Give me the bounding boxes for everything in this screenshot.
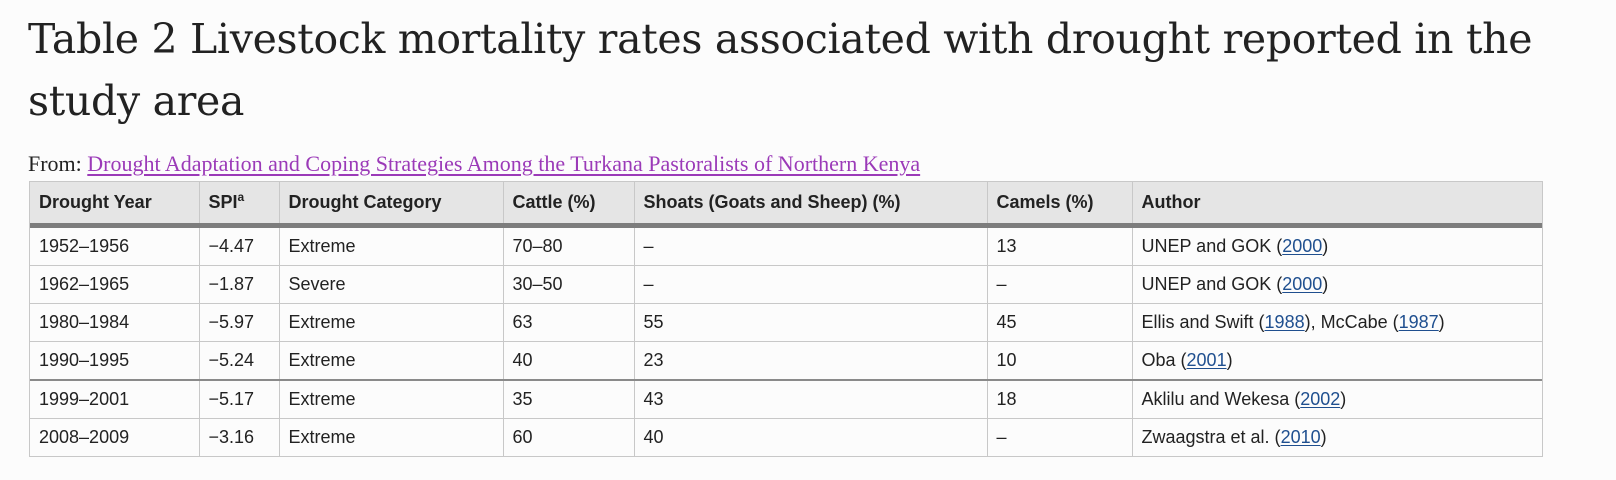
cell-author: Zwaagstra et al. (2010) bbox=[1132, 418, 1542, 456]
author-text: Zwaagstra et al. ( bbox=[1141, 427, 1281, 447]
cell-spi: −5.97 bbox=[199, 303, 280, 342]
source-line: From: Drought Adaptation and Coping Stra… bbox=[28, 150, 920, 178]
cell-drought-year: 1990–1995 bbox=[30, 341, 200, 381]
author-text: Aklilu and Wekesa ( bbox=[1141, 389, 1301, 409]
cell-drought-category: Extreme bbox=[279, 225, 504, 266]
table-row: 1990–1995 −5.24 Extreme 40 23 10 Oba (20… bbox=[30, 341, 1542, 381]
cell-shoats: 40 bbox=[634, 418, 988, 456]
author-text: UNEP and GOK ( bbox=[1141, 236, 1283, 256]
cell-shoats: 43 bbox=[634, 379, 988, 419]
citation-link[interactable]: 1988 bbox=[1264, 312, 1305, 332]
spi-label: SPI bbox=[208, 192, 238, 212]
mortality-table: Drought Year SPIa Drought Category Cattl… bbox=[30, 182, 1542, 456]
column-header-spi: SPIa bbox=[199, 182, 280, 228]
source-article-link[interactable]: Drought Adaptation and Coping Strategies… bbox=[87, 151, 921, 176]
table-row: 1962–1965 −1.87 Severe 30–50 – – UNEP an… bbox=[30, 265, 1542, 304]
table-row: 1999–2001 −5.17 Extreme 35 43 18 Aklilu … bbox=[30, 379, 1542, 419]
cell-author: UNEP and GOK (2000) bbox=[1132, 265, 1542, 304]
cell-spi: −5.24 bbox=[199, 341, 280, 381]
column-header-author: Author bbox=[1132, 182, 1542, 228]
author-text: Ellis and Swift ( bbox=[1141, 312, 1265, 332]
author-text: ) bbox=[1322, 236, 1329, 256]
cell-cattle: 60 bbox=[503, 418, 635, 456]
column-header-drought-year: Drought Year bbox=[30, 182, 200, 228]
cell-spi: −4.47 bbox=[199, 225, 280, 266]
cell-cattle: 30–50 bbox=[503, 265, 635, 304]
table-header-row: Drought Year SPIa Drought Category Cattl… bbox=[30, 182, 1542, 228]
cell-drought-category: Severe bbox=[279, 265, 504, 304]
citation-link[interactable]: 2010 bbox=[1280, 427, 1321, 447]
cell-drought-category: Extreme bbox=[279, 303, 504, 342]
cell-drought-year: 1962–1965 bbox=[30, 265, 200, 304]
cell-camels: 10 bbox=[987, 341, 1133, 381]
cell-author: Oba (2001) bbox=[1132, 341, 1542, 381]
cell-drought-category: Extreme bbox=[279, 341, 504, 381]
cell-camels: – bbox=[987, 265, 1133, 304]
cell-cattle: 70–80 bbox=[503, 225, 635, 266]
cell-shoats: 23 bbox=[634, 341, 988, 381]
cell-cattle: 40 bbox=[503, 341, 635, 381]
author-text: ) bbox=[1226, 350, 1233, 370]
cell-cattle: 63 bbox=[503, 303, 635, 342]
cell-drought-category: Extreme bbox=[279, 418, 504, 456]
cell-author: Ellis and Swift (1988), McCabe (1987) bbox=[1132, 303, 1542, 342]
column-header-cattle: Cattle (%) bbox=[503, 182, 635, 228]
citation-link[interactable]: 2001 bbox=[1186, 350, 1227, 370]
author-text: Oba ( bbox=[1141, 350, 1187, 370]
table-row: 1980–1984 −5.97 Extreme 63 55 45 Ellis a… bbox=[30, 303, 1542, 342]
author-text: ) bbox=[1320, 427, 1327, 447]
cell-drought-category: Extreme bbox=[279, 379, 504, 419]
cell-author: UNEP and GOK (2000) bbox=[1132, 225, 1542, 266]
author-text: ) bbox=[1322, 274, 1329, 294]
cell-camels: 13 bbox=[987, 225, 1133, 266]
cell-camels: 18 bbox=[987, 379, 1133, 419]
author-text: ) bbox=[1340, 389, 1347, 409]
cell-drought-year: 1999–2001 bbox=[30, 379, 200, 419]
cell-drought-year: 1980–1984 bbox=[30, 303, 200, 342]
cell-camels: 45 bbox=[987, 303, 1133, 342]
cell-author: Aklilu and Wekesa (2002) bbox=[1132, 379, 1542, 419]
cell-spi: −5.17 bbox=[199, 379, 280, 419]
cell-spi: −3.16 bbox=[199, 418, 280, 456]
citation-link[interactable]: 2002 bbox=[1300, 389, 1341, 409]
citation-link[interactable]: 2000 bbox=[1282, 236, 1323, 256]
page-title: Table 2 Livestock mortality rates associ… bbox=[28, 15, 1533, 125]
cell-drought-year: 1952–1956 bbox=[30, 225, 200, 266]
cell-shoats: 55 bbox=[634, 303, 988, 342]
column-header-drought-category: Drought Category bbox=[279, 182, 504, 228]
cell-shoats: – bbox=[634, 265, 988, 304]
cell-shoats: – bbox=[634, 225, 988, 266]
citation-link[interactable]: 2000 bbox=[1282, 274, 1323, 294]
cell-spi: −1.87 bbox=[199, 265, 280, 304]
cell-drought-year: 2008–2009 bbox=[30, 418, 200, 456]
cell-cattle: 35 bbox=[503, 379, 635, 419]
column-header-camels: Camels (%) bbox=[987, 182, 1133, 228]
author-text: ) bbox=[1438, 312, 1445, 332]
mortality-table-container: Drought Year SPIa Drought Category Cattl… bbox=[29, 181, 1543, 457]
author-text: UNEP and GOK ( bbox=[1141, 274, 1283, 294]
author-text: ), McCabe ( bbox=[1304, 312, 1399, 332]
citation-link[interactable]: 1987 bbox=[1398, 312, 1439, 332]
column-header-shoats: Shoats (Goats and Sheep) (%) bbox=[634, 182, 988, 228]
table-row: 1952–1956 −4.47 Extreme 70–80 – 13 UNEP … bbox=[30, 225, 1542, 266]
source-prefix: From: bbox=[28, 151, 88, 176]
table-row: 2008–2009 −3.16 Extreme 60 40 – Zwaagstr… bbox=[30, 418, 1542, 456]
cell-camels: – bbox=[987, 418, 1133, 456]
spi-footnote-marker: a bbox=[237, 190, 245, 204]
